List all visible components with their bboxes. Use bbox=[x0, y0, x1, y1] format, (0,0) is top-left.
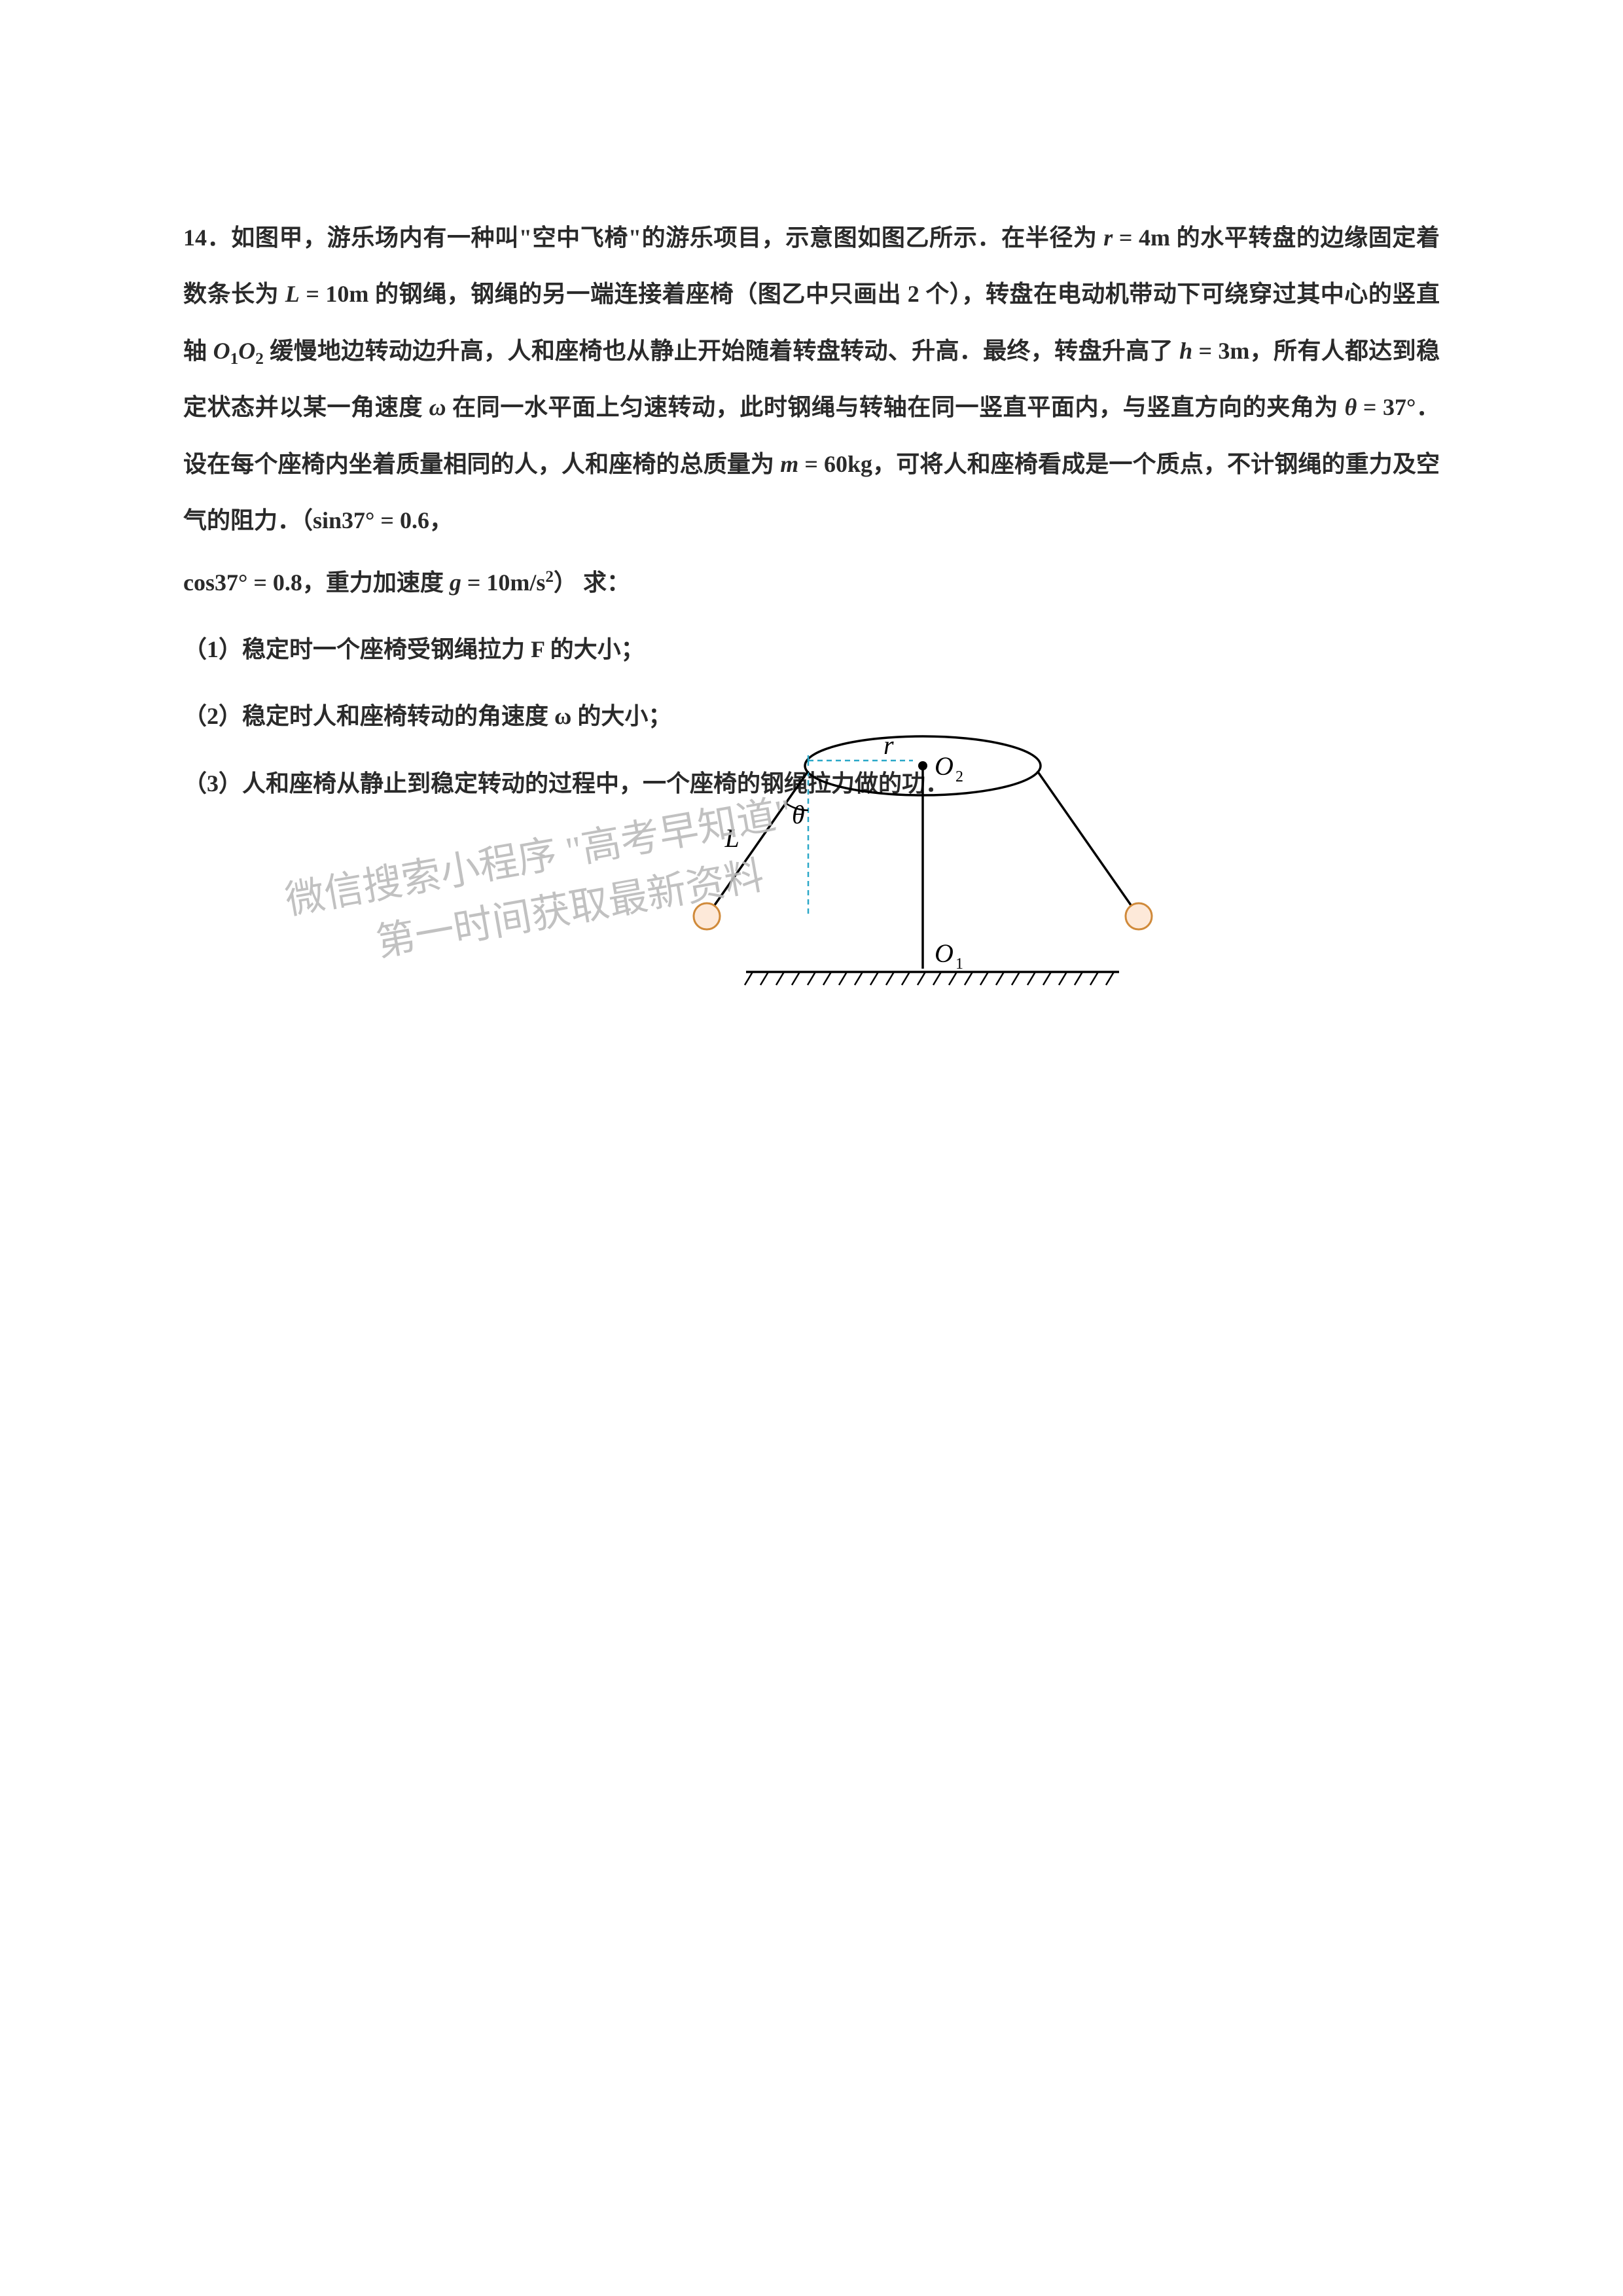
svg-text:2: 2 bbox=[955, 768, 963, 785]
question-1: （1）稳定时一个座椅受钢绳拉力 F 的大小； bbox=[183, 621, 1440, 677]
problem-body: 如图甲，游乐场内有一种叫"空中飞椅"的游乐项目，示意图如图乙所示．在半径为 r … bbox=[183, 224, 1440, 533]
svg-text:O: O bbox=[935, 939, 954, 968]
problem-number: 14． bbox=[183, 224, 231, 251]
svg-text:1: 1 bbox=[955, 956, 963, 973]
svg-text:O: O bbox=[935, 751, 954, 781]
problem-constants: cos37° = 0.8，重力加速度 g = 10m/s2） 求： bbox=[183, 554, 1440, 611]
svg-text:θ: θ bbox=[792, 800, 805, 829]
svg-text:r: r bbox=[883, 730, 894, 760]
problem-main-text: 14．如图甲，游乐场内有一种叫"空中飞椅"的游乐项目，示意图如图乙所示．在半径为… bbox=[183, 209, 1440, 549]
svg-text:L: L bbox=[724, 823, 740, 853]
physics-diagram: rO2O1Lθ bbox=[550, 720, 1335, 1034]
